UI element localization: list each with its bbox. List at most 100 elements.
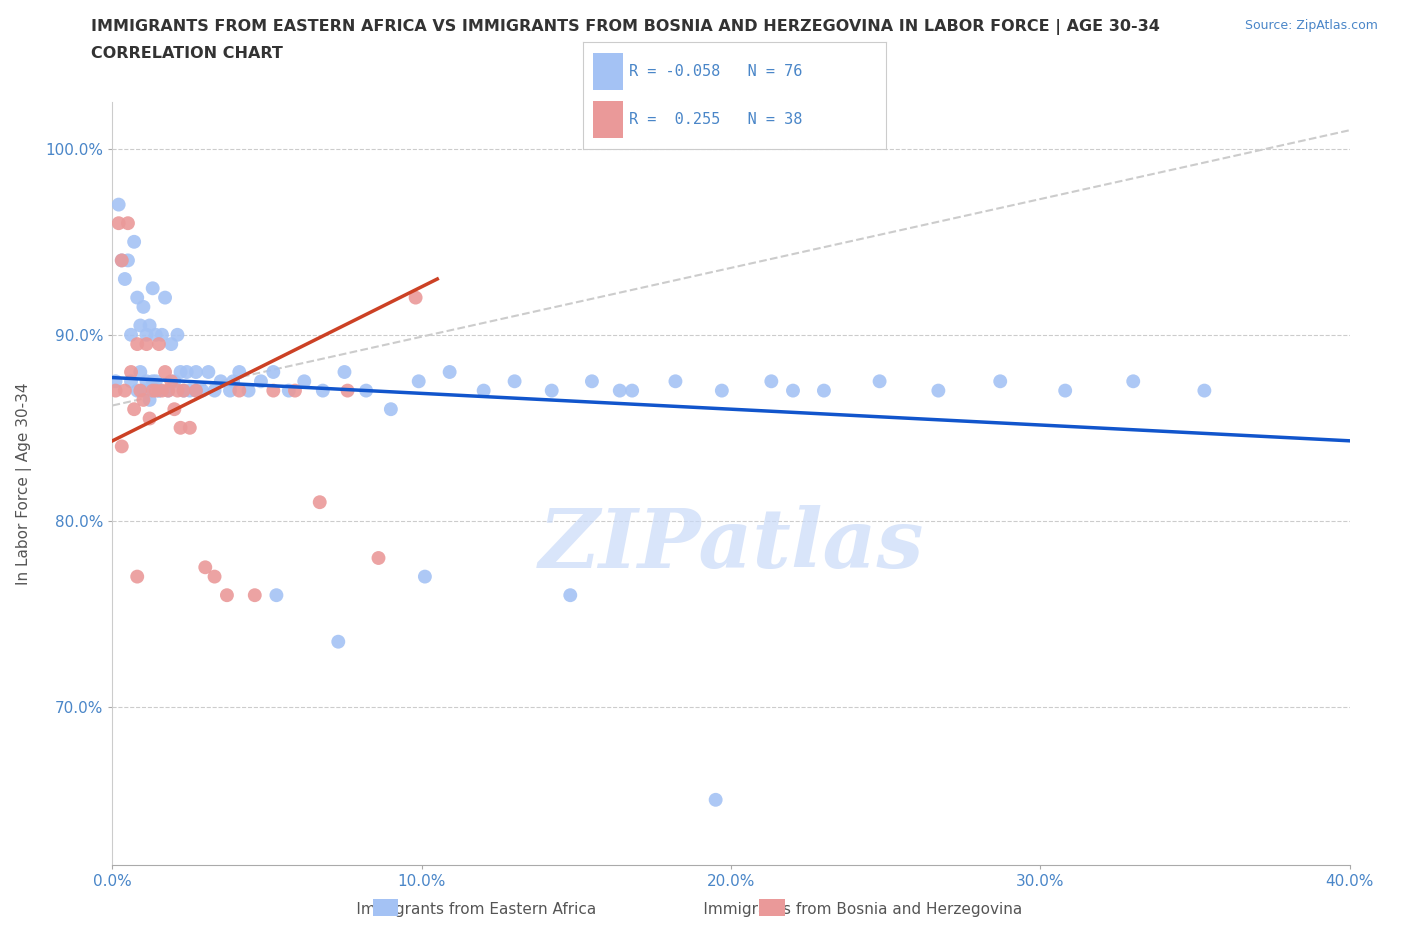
Text: Immigrants from Bosnia and Herzegovina: Immigrants from Bosnia and Herzegovina	[679, 902, 1022, 917]
Point	[284, 383, 307, 398]
Point	[135, 337, 157, 352]
Point	[135, 327, 157, 342]
Point	[367, 551, 389, 565]
Point	[222, 374, 245, 389]
Text: CORRELATION CHART: CORRELATION CHART	[91, 46, 283, 61]
Point	[408, 374, 430, 389]
Point	[664, 374, 686, 389]
Point	[104, 374, 127, 389]
Point	[336, 383, 359, 398]
Point	[173, 383, 195, 398]
Point	[142, 281, 165, 296]
Point	[132, 299, 155, 314]
Point	[704, 792, 727, 807]
Point	[238, 383, 260, 398]
Bar	[592, 53, 623, 90]
Point	[869, 374, 891, 389]
Point	[250, 374, 273, 389]
Point	[166, 383, 188, 398]
Point	[145, 327, 167, 342]
Point	[150, 327, 173, 342]
Point	[988, 374, 1011, 389]
Point	[209, 374, 232, 389]
Point	[127, 383, 149, 398]
Point	[148, 337, 170, 352]
Text: Source: ZipAtlas.com: Source: ZipAtlas.com	[1244, 19, 1378, 32]
Point	[277, 383, 299, 398]
Point	[120, 374, 142, 389]
Point	[160, 374, 183, 389]
Point	[354, 383, 377, 398]
Point	[145, 374, 167, 389]
Point	[204, 569, 226, 584]
Point	[503, 374, 526, 389]
Y-axis label: In Labor Force | Age 30-34: In Labor Force | Age 30-34	[15, 382, 31, 585]
Point	[179, 420, 201, 435]
Bar	[592, 100, 623, 139]
Point	[138, 392, 160, 407]
Point	[145, 383, 167, 398]
Point	[560, 588, 582, 603]
Point	[710, 383, 733, 398]
Point	[927, 383, 949, 398]
Point	[219, 383, 242, 398]
Point	[169, 365, 191, 379]
Point	[132, 392, 155, 407]
Point	[153, 365, 176, 379]
Point	[148, 383, 170, 398]
Point	[581, 374, 603, 389]
Point	[1194, 383, 1216, 398]
Point	[120, 327, 142, 342]
Point	[163, 402, 186, 417]
Point	[761, 374, 783, 389]
Point	[540, 383, 562, 398]
Point	[142, 374, 165, 389]
Point	[127, 337, 149, 352]
Point	[262, 365, 284, 379]
Point	[129, 383, 152, 398]
Point	[413, 569, 436, 584]
Point	[138, 318, 160, 333]
Point	[160, 337, 183, 352]
Point	[328, 634, 350, 649]
Point	[111, 253, 134, 268]
Point	[380, 402, 402, 417]
Point	[127, 569, 149, 584]
Point	[150, 383, 173, 398]
Point	[142, 383, 165, 398]
Point	[104, 383, 127, 398]
Point	[107, 216, 129, 231]
Text: Immigrants from Eastern Africa: Immigrants from Eastern Africa	[332, 902, 596, 917]
Point	[204, 383, 226, 398]
Point	[107, 197, 129, 212]
Point	[609, 383, 631, 398]
Point	[148, 383, 170, 398]
Point	[117, 216, 139, 231]
Point	[132, 383, 155, 398]
Point	[308, 495, 330, 510]
Point	[176, 365, 198, 379]
Point	[111, 439, 134, 454]
Point	[1054, 383, 1077, 398]
Point	[129, 318, 152, 333]
Point	[621, 383, 644, 398]
Point	[292, 374, 315, 389]
Point	[243, 588, 266, 603]
Point	[262, 383, 284, 398]
Point	[135, 374, 157, 389]
Point	[111, 253, 134, 268]
Text: R =  0.255   N = 38: R = 0.255 N = 38	[628, 113, 803, 127]
Point	[169, 420, 191, 435]
Point	[472, 383, 495, 398]
Point	[194, 560, 217, 575]
Point	[439, 365, 461, 379]
Point	[120, 365, 142, 379]
Text: IMMIGRANTS FROM EASTERN AFRICA VS IMMIGRANTS FROM BOSNIA AND HERZEGOVINA IN LABO: IMMIGRANTS FROM EASTERN AFRICA VS IMMIGR…	[91, 19, 1160, 34]
Point	[184, 383, 207, 398]
Point	[333, 365, 356, 379]
Point	[782, 383, 804, 398]
Point	[157, 383, 180, 398]
Point	[166, 327, 188, 342]
Point	[184, 365, 207, 379]
Text: ZIPatlas: ZIPatlas	[538, 505, 924, 585]
